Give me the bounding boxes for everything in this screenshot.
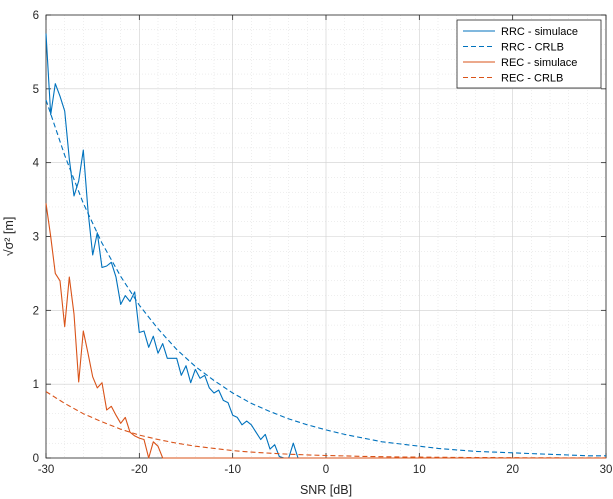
x-axis-label: SNR [dB] bbox=[300, 483, 352, 497]
y-tick-label: 6 bbox=[33, 10, 39, 22]
x-tick-label: 20 bbox=[506, 464, 519, 476]
y-tick-label: 5 bbox=[33, 84, 39, 96]
x-tick-label: -10 bbox=[224, 464, 241, 476]
series-line-2 bbox=[45, 203, 606, 459]
x-tick-label: -30 bbox=[38, 464, 55, 476]
y-tick-label: 1 bbox=[33, 379, 39, 391]
x-tick-label: 10 bbox=[413, 464, 426, 476]
x-tick-label: 0 bbox=[323, 464, 329, 476]
series-line-3 bbox=[45, 391, 606, 459]
y-tick-label: 4 bbox=[33, 158, 40, 170]
y-tick-label: 2 bbox=[33, 305, 39, 317]
legend-label-1: RRC - CRLB bbox=[501, 42, 564, 54]
y-tick-label: 3 bbox=[33, 232, 39, 244]
series-line-1 bbox=[45, 99, 606, 457]
legend-label-3: REC - CRLB bbox=[501, 73, 563, 85]
y-tick-label: 0 bbox=[33, 453, 39, 465]
y-axis-label: √σ² [m] bbox=[2, 217, 16, 257]
series-line-0 bbox=[45, 33, 606, 459]
legend-label-2: REC - simulace bbox=[501, 57, 577, 69]
x-tick-label: 30 bbox=[600, 464, 613, 476]
x-tick-label: -20 bbox=[131, 464, 148, 476]
legend: RRC - simulace RRC - CRLB REC - simulace RE… bbox=[456, 19, 602, 89]
series-layer bbox=[45, 33, 606, 459]
legend-label-0: RRC - simulace bbox=[501, 26, 578, 38]
